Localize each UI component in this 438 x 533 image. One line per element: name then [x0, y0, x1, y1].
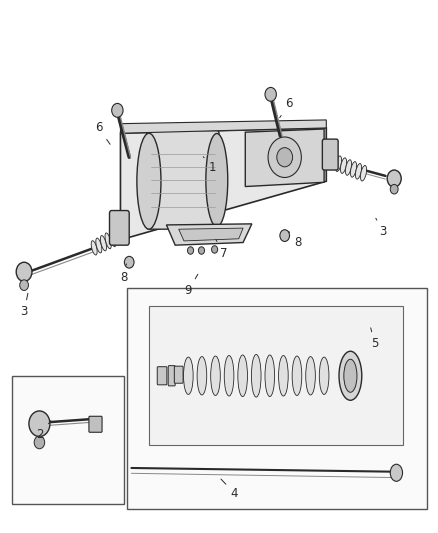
Ellipse shape	[91, 241, 97, 255]
FancyBboxPatch shape	[89, 416, 102, 432]
Ellipse shape	[360, 165, 367, 181]
Ellipse shape	[390, 464, 403, 481]
FancyBboxPatch shape	[174, 366, 183, 383]
Circle shape	[387, 170, 401, 187]
Ellipse shape	[110, 230, 116, 247]
Text: 5: 5	[371, 328, 378, 350]
Polygon shape	[166, 224, 252, 245]
Circle shape	[29, 411, 50, 437]
Ellipse shape	[119, 226, 125, 241]
Ellipse shape	[346, 160, 352, 175]
Ellipse shape	[344, 359, 357, 392]
Text: 1: 1	[203, 157, 216, 174]
Ellipse shape	[319, 357, 329, 394]
Circle shape	[124, 256, 134, 268]
Circle shape	[112, 103, 123, 117]
Ellipse shape	[184, 357, 193, 394]
Polygon shape	[120, 120, 326, 133]
Circle shape	[20, 280, 28, 290]
Ellipse shape	[137, 133, 161, 229]
Bar	[149, 306, 403, 445]
Circle shape	[277, 148, 293, 167]
Ellipse shape	[279, 356, 288, 396]
Ellipse shape	[330, 154, 336, 169]
FancyBboxPatch shape	[157, 367, 167, 385]
Ellipse shape	[96, 238, 102, 253]
Ellipse shape	[350, 161, 357, 177]
Polygon shape	[120, 128, 326, 240]
Text: 9: 9	[184, 274, 198, 297]
Circle shape	[280, 230, 290, 241]
Text: 8: 8	[120, 264, 127, 284]
Circle shape	[187, 247, 194, 254]
Ellipse shape	[306, 357, 315, 395]
Ellipse shape	[340, 158, 346, 173]
Circle shape	[212, 246, 218, 253]
Ellipse shape	[356, 164, 362, 179]
Bar	[127, 288, 427, 509]
Text: 7: 7	[216, 240, 227, 260]
FancyBboxPatch shape	[147, 131, 219, 229]
Text: 3: 3	[21, 293, 28, 318]
Ellipse shape	[105, 233, 111, 249]
Text: 2: 2	[36, 421, 51, 441]
Circle shape	[390, 184, 398, 194]
Ellipse shape	[325, 152, 332, 168]
Ellipse shape	[265, 355, 275, 397]
Ellipse shape	[292, 356, 302, 395]
Text: 6: 6	[280, 98, 293, 118]
Ellipse shape	[114, 228, 120, 244]
Ellipse shape	[100, 236, 106, 251]
Ellipse shape	[128, 222, 134, 236]
Ellipse shape	[224, 356, 234, 396]
Circle shape	[198, 247, 205, 254]
Bar	[12, 376, 124, 504]
Ellipse shape	[206, 133, 228, 227]
FancyBboxPatch shape	[322, 139, 338, 170]
Circle shape	[34, 436, 45, 449]
Ellipse shape	[339, 351, 362, 400]
Polygon shape	[179, 228, 243, 241]
Text: 3: 3	[376, 219, 387, 238]
Ellipse shape	[197, 357, 207, 395]
Ellipse shape	[336, 156, 342, 172]
Ellipse shape	[251, 354, 261, 397]
Circle shape	[16, 262, 32, 281]
Circle shape	[268, 137, 301, 177]
FancyBboxPatch shape	[168, 366, 175, 386]
Polygon shape	[245, 129, 324, 187]
Text: 6: 6	[95, 122, 110, 144]
Text: 4: 4	[221, 479, 238, 499]
Circle shape	[265, 87, 276, 101]
Ellipse shape	[124, 224, 130, 239]
Ellipse shape	[211, 356, 220, 395]
Text: 8: 8	[289, 231, 301, 249]
Ellipse shape	[238, 355, 247, 397]
FancyBboxPatch shape	[110, 211, 129, 245]
